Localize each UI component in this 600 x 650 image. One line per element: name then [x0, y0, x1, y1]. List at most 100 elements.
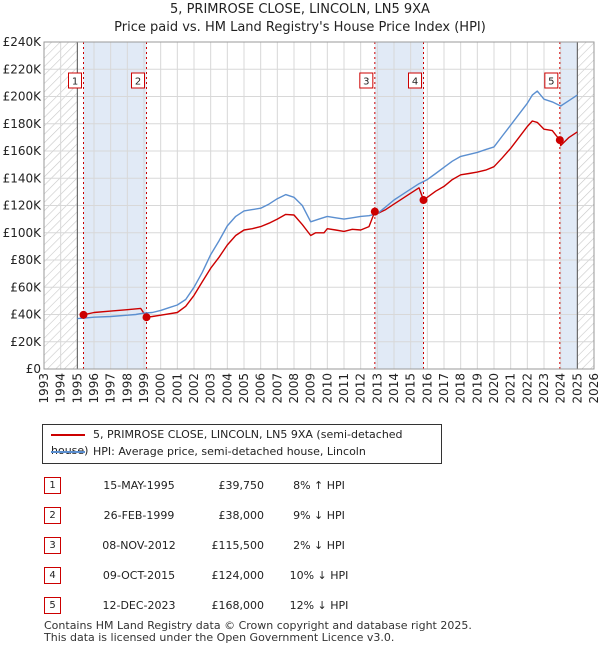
transactions-table: 1 15-MAY-1995 £39,750 8% ↑ HPI 2 26-FEB-… [44, 470, 374, 620]
sale-hpi-diff: 2% ↓ HPI [293, 538, 345, 552]
y-tick-label: £220K [3, 62, 43, 76]
x-tick-label: 2001 [170, 373, 184, 404]
x-tick-label: 1995 [70, 373, 84, 404]
legend-item-hpi: HPI: Average price, semi-detached house,… [51, 444, 366, 460]
y-tick-label: £180K [3, 117, 43, 131]
x-tick-label: 1996 [87, 373, 101, 404]
sale-hpi-diff: 8% ↑ HPI [293, 478, 345, 492]
sale-date: 12-DEC-2023 [102, 598, 176, 612]
x-tick-label: 1999 [137, 373, 151, 404]
sale-hpi-diff: 9% ↓ HPI [293, 508, 345, 522]
y-tick-label: £20K [10, 335, 42, 349]
table-row: 2 26-FEB-1999 £38,000 9% ↓ HPI [44, 500, 374, 530]
legend: 5, PRIMROSE CLOSE, LINCOLN, LN5 9XA (sem… [42, 424, 442, 464]
attribution-line-1: Contains HM Land Registry data © Crown c… [44, 619, 472, 632]
legend-swatch-property [51, 434, 85, 436]
x-tick-label: 2019 [470, 373, 484, 404]
sale-point [419, 196, 428, 205]
sale-marker-label: 5 [548, 77, 554, 88]
sale-marker-box [408, 72, 422, 89]
y-tick-label: £120K [3, 199, 43, 213]
x-tick-label: 2022 [520, 373, 534, 404]
sale-marker-label: 1 [72, 77, 78, 88]
x-tick-label: 2004 [220, 373, 234, 404]
x-tick-label: 2005 [237, 373, 251, 404]
x-tick-label: 2023 [537, 373, 551, 404]
x-tick-label: 2014 [387, 373, 401, 404]
sale-point [370, 207, 379, 216]
sale-point [555, 136, 564, 145]
legend-item-property: 5, PRIMROSE CLOSE, LINCOLN, LN5 9XA (sem… [51, 427, 441, 457]
x-tick-label: 2026 [587, 373, 600, 404]
legend-label-hpi: HPI: Average price, semi-detached house,… [93, 445, 366, 458]
series-line-property [83, 120, 578, 318]
table-row: 3 08-NOV-2012 £115,500 2% ↓ HPI [44, 530, 374, 560]
x-tick-label: 2025 [570, 373, 584, 404]
sale-date: 09-OCT-2015 [102, 568, 176, 582]
x-tick-label: 2007 [270, 373, 284, 404]
x-tick-label: 2008 [287, 373, 301, 404]
sale-number-badge: 3 [44, 536, 61, 554]
sale-marker-label: 4 [412, 77, 418, 88]
legend-label-property: 5, PRIMROSE CLOSE, LINCOLN, LN5 9XA (sem… [51, 428, 403, 457]
sale-marker-box [68, 72, 82, 89]
sale-marker-box [544, 72, 559, 89]
y-tick-label: £140K [3, 171, 43, 185]
sale-number-badge: 5 [44, 596, 61, 614]
chart-subtitle: Price paid vs. HM Land Registry's House … [114, 20, 486, 35]
x-tick-label: 2024 [554, 373, 568, 404]
x-tick-label: 2021 [504, 373, 518, 404]
x-tick-label: 2010 [320, 373, 334, 404]
x-tick-label: 2002 [187, 373, 201, 404]
x-tick-label: 1997 [104, 373, 118, 404]
y-tick-label: £60K [10, 280, 42, 294]
y-tick-label: £240K [3, 35, 43, 49]
table-row: 5 12-DEC-2023 £168,000 12% ↓ HPI [44, 590, 374, 620]
x-tick-label: 2015 [404, 373, 418, 404]
plot-frame [43, 41, 595, 370]
series-line-hpi [77, 90, 578, 320]
sale-number-badge: 4 [44, 566, 61, 584]
table-row: 4 09-OCT-2015 £124,000 10% ↓ HPI [44, 560, 374, 590]
legend-swatch-hpi [51, 451, 85, 453]
sale-price: £124,000 [211, 568, 265, 582]
x-tick-label: 2003 [204, 373, 218, 404]
sale-hpi-diff: 10% ↓ HPI [289, 568, 349, 582]
sale-price: £39,750 [218, 478, 265, 492]
price-chart: 1 2 3 4 5 £0 £20K £40K £60K £80K £100K £120K £140K £… [3, 35, 600, 404]
y-tick-label: £80K [10, 253, 42, 267]
sale-date: 26-FEB-1999 [103, 508, 175, 522]
x-tick-label: 2012 [354, 373, 368, 404]
sale-marker-box [359, 72, 374, 89]
sale-hpi-diff: 12% ↓ HPI [289, 598, 349, 612]
x-tick-label: 1998 [120, 373, 134, 404]
y-tick-label: £40K [10, 308, 42, 322]
x-tick-label: 2000 [154, 373, 168, 404]
table-row: 1 15-MAY-1995 £39,750 8% ↑ HPI [44, 470, 374, 500]
sale-number-badge: 1 [44, 476, 61, 494]
x-tick-label: 2009 [304, 373, 318, 404]
x-tick-label: 2016 [420, 373, 434, 404]
attribution: Contains HM Land Registry data © Crown c… [44, 620, 472, 644]
attribution-line-2: This data is licensed under the Open Gov… [44, 631, 395, 644]
y-tick-label: £160K [3, 144, 43, 158]
x-tick-label: 2017 [437, 373, 451, 404]
sale-marker-box [131, 72, 145, 89]
y-tick-label: £100K [3, 226, 43, 240]
x-tick-label: 2011 [337, 373, 351, 404]
sale-price: £168,000 [211, 598, 265, 612]
x-tick-label: 2018 [454, 373, 468, 404]
x-tick-label: 1994 [54, 373, 68, 404]
sale-price: £38,000 [218, 508, 265, 522]
x-tick-label: 1993 [37, 373, 51, 404]
sale-date: 15-MAY-1995 [103, 478, 175, 492]
x-tick-label: 2013 [370, 373, 384, 404]
y-tick-label: £200K [3, 90, 43, 104]
sale-date: 08-NOV-2012 [102, 538, 176, 552]
sale-price: £115,500 [211, 538, 265, 552]
sale-point [79, 310, 88, 319]
sale-number-badge: 2 [44, 506, 61, 524]
chart-title: 5, PRIMROSE CLOSE, LINCOLN, LN5 9XA [170, 2, 430, 17]
sale-point [142, 313, 151, 322]
sale-marker-label: 2 [135, 77, 141, 88]
